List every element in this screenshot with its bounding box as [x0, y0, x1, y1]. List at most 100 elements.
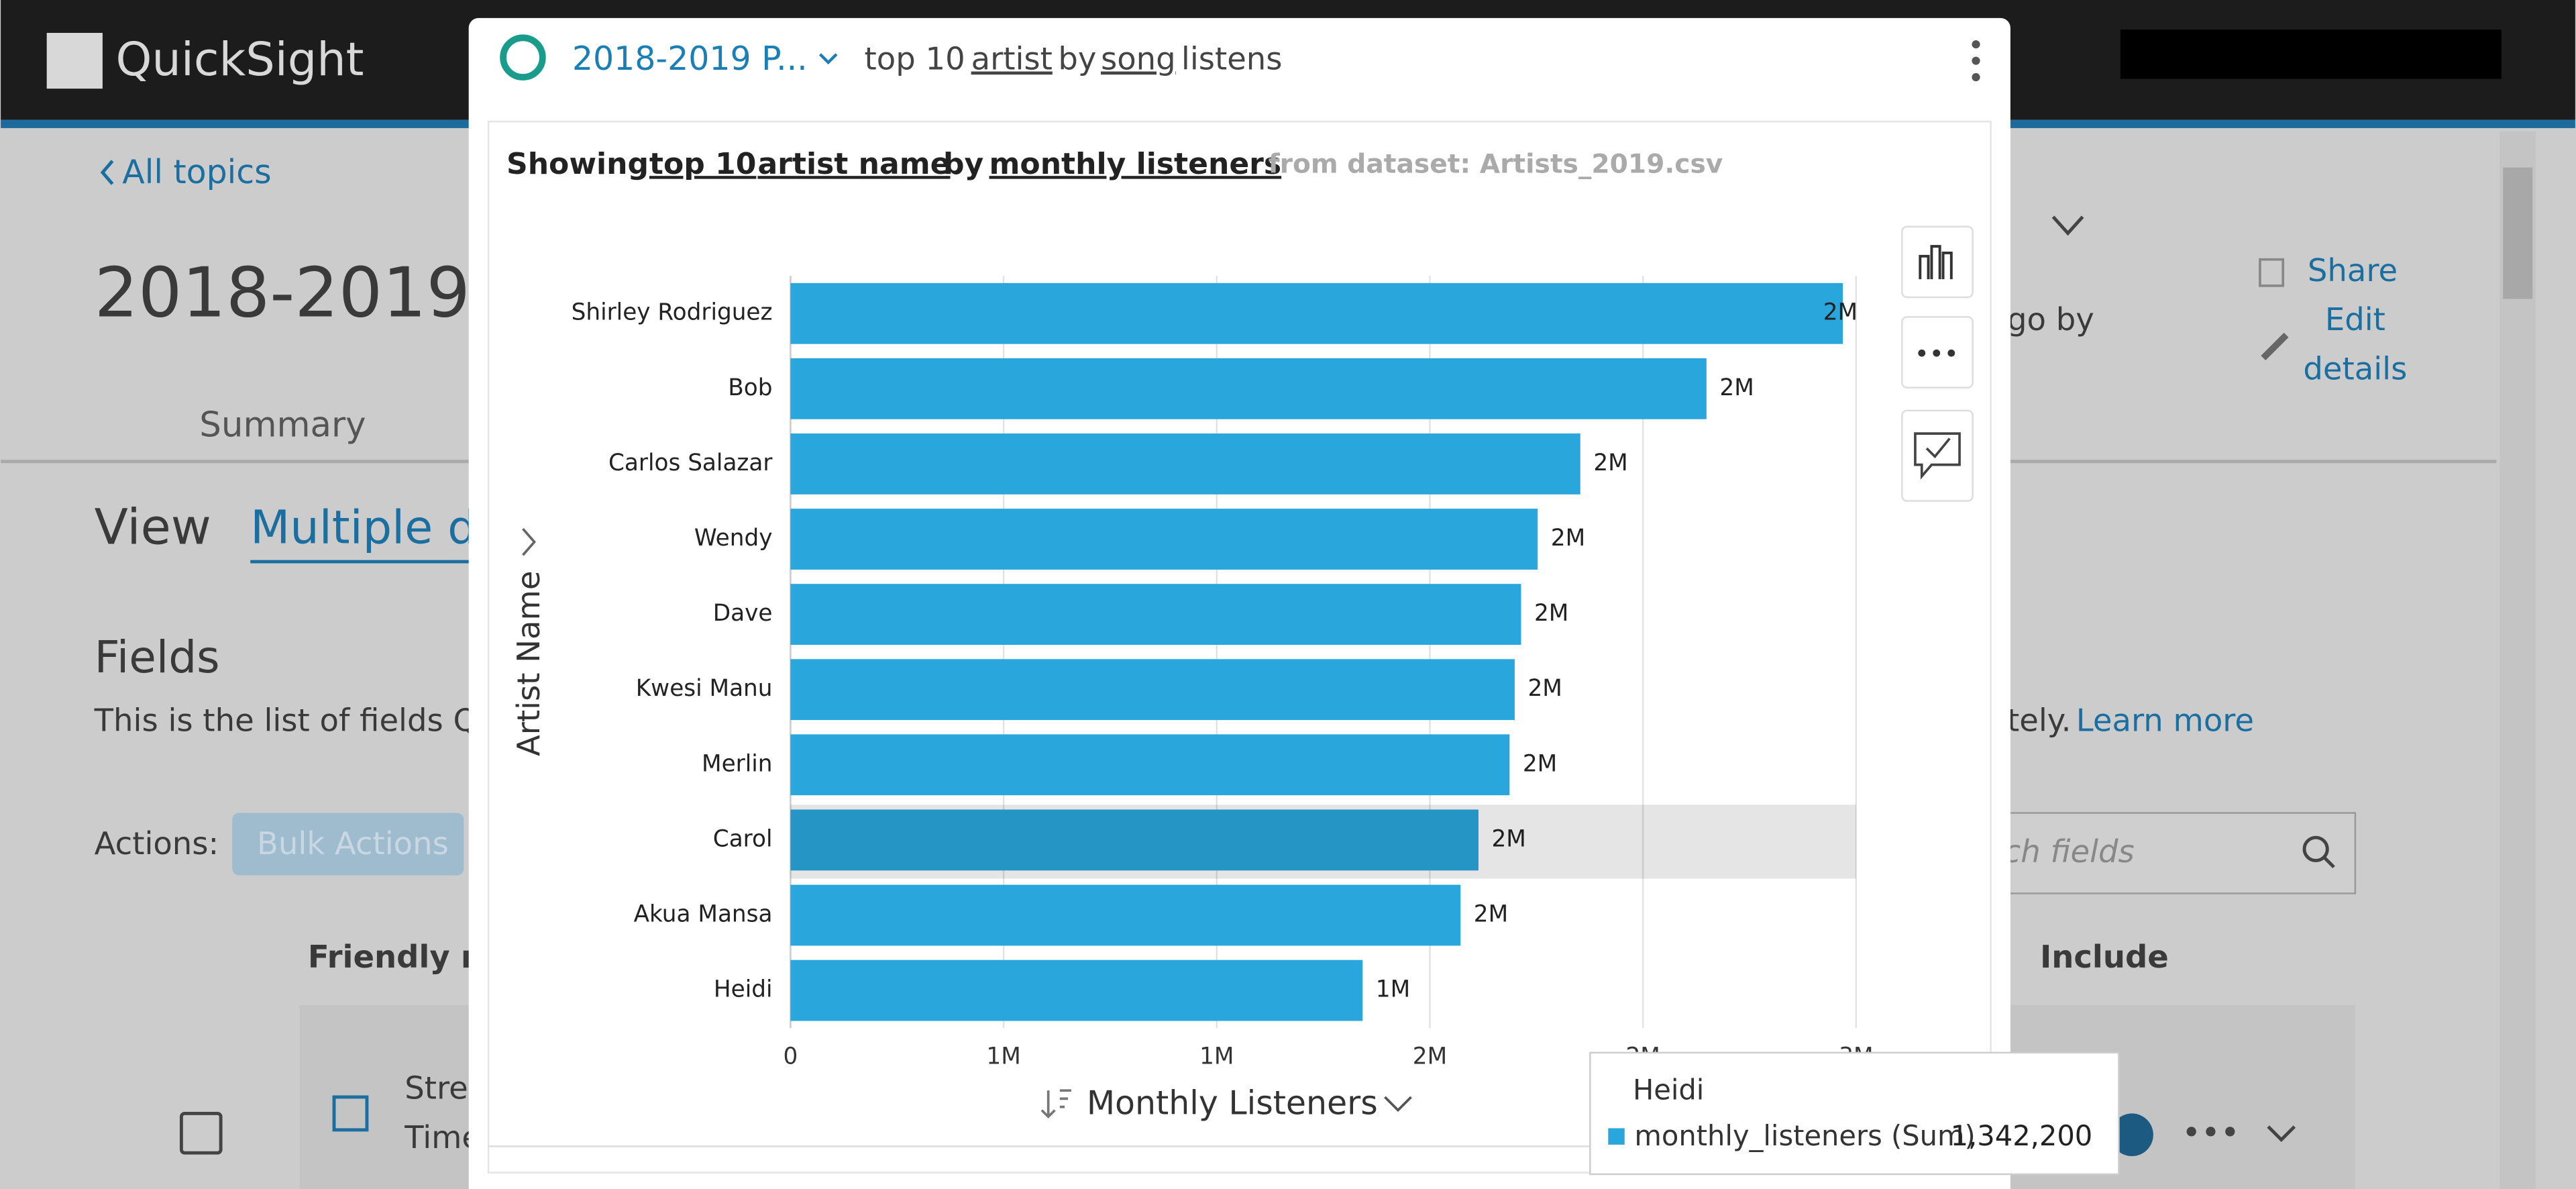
sort-icon[interactable]: [1040, 1089, 1071, 1119]
header-chevron[interactable]: [2051, 215, 2084, 236]
tooltip-value: 1,342,200: [1951, 1119, 2093, 1152]
question[interactable]: top 10 artist by song listens: [865, 40, 1283, 76]
value-label: 2M: [1534, 600, 1568, 627]
fields-description-end: tely.: [2007, 702, 2071, 738]
bar: [790, 509, 1538, 570]
tab[interactable]: Summary: [199, 405, 366, 445]
x-tick-label: 2M: [1413, 1043, 1447, 1070]
row-checkbox[interactable]: [179, 1111, 223, 1155]
y-tick-label: Wendy: [694, 525, 773, 552]
fields-title: Fields: [95, 631, 220, 683]
fields-description: This is the list of fields Q: [94, 702, 478, 738]
question-word: artist: [971, 40, 1053, 76]
bar: [790, 884, 1461, 946]
x-axis-chevron[interactable]: [1384, 1096, 1412, 1113]
y-tick-label: Akua Mansa: [634, 900, 773, 927]
search-icon: [2322, 856, 2335, 869]
y-tick-label: Carol: [713, 825, 773, 852]
value-label: 2M: [1523, 750, 1557, 777]
share-link[interactable]: Share: [2308, 252, 2398, 289]
row-menu[interactable]: •••: [2182, 1114, 2240, 1152]
bulk-actions-button[interactable]: [232, 813, 464, 876]
topic-chevron[interactable]: [818, 53, 838, 65]
share-icon: [2259, 258, 2285, 287]
feedback-button[interactable]: [1901, 409, 1974, 502]
bar: [790, 960, 1363, 1021]
answer-word: top 10: [649, 147, 756, 181]
search-placeholder: rch fields: [1991, 833, 2135, 870]
x-axis-title[interactable]: Monthly Listeners: [1087, 1084, 1378, 1123]
x-tick-label: 1M: [1199, 1043, 1234, 1070]
answer-word: by: [943, 147, 983, 181]
edit-icon: [2261, 332, 2289, 361]
question-word: top 10: [865, 40, 965, 76]
x-tick-label: 0: [784, 1043, 798, 1070]
y-tick-label: Merlin: [702, 750, 772, 777]
modal-menu[interactable]: [1972, 40, 1980, 82]
edit-link[interactable]: details: [2303, 351, 2407, 387]
question-word: by: [1058, 40, 1096, 76]
app-name: QuickSight: [115, 33, 364, 87]
axis-expand[interactable]: [522, 527, 537, 556]
answer-word: artist name: [757, 147, 950, 181]
row-expand[interactable]: [2267, 1125, 2296, 1143]
description-fragment: go by: [2007, 301, 2094, 338]
q-icon: [500, 34, 546, 81]
bar: [790, 584, 1521, 645]
value-label: 2M: [1823, 299, 1858, 326]
value-label: 1M: [1376, 976, 1410, 1003]
date-icon: [332, 1095, 369, 1132]
chart-type-icon: [1919, 245, 1953, 280]
more-icon: [1918, 349, 1955, 357]
y-tick-label: Carlos Salazar: [608, 450, 773, 476]
logo: [46, 32, 103, 89]
view-label: View: [95, 499, 211, 556]
view-select[interactable]: Multiple d: [250, 501, 476, 555]
scrollbar: [2500, 131, 2536, 1189]
field-name: Time: [404, 1119, 481, 1155]
topic-title: 2018-2019 F: [95, 253, 532, 333]
value-label: 2M: [1491, 825, 1525, 852]
answer-word: Showing: [506, 147, 649, 181]
bulk-actions-label: Bulk Actions: [257, 825, 449, 862]
feedback-icon: [1914, 432, 1961, 480]
bar: [790, 809, 1479, 871]
value-label: 2M: [1527, 675, 1562, 702]
column-header: Include: [2040, 939, 2169, 975]
search-icon: [2302, 835, 2329, 862]
account-redacted: [2120, 30, 2502, 79]
edit-link[interactable]: Edit: [2325, 301, 2385, 338]
topic-selector[interactable]: 2018-2019 P...: [572, 40, 808, 78]
search-box[interactable]: [1970, 812, 2357, 894]
learn-more[interactable]: Learn more: [2076, 702, 2254, 738]
tooltip-swatch: [1608, 1128, 1625, 1145]
bar: [790, 282, 1843, 344]
tooltip-title: Heidi: [1633, 1074, 1704, 1106]
side-tools: [1901, 225, 1974, 502]
y-tick-label: Shirley Rodriguez: [572, 299, 773, 326]
scroll-thumb[interactable]: [2503, 167, 2533, 299]
value-label: 2M: [1551, 525, 1585, 552]
hover-band: [790, 805, 1856, 879]
bar: [790, 659, 1515, 721]
question-word: listens: [1181, 40, 1283, 76]
value-label: 2M: [1719, 374, 1754, 401]
value-label: 2M: [1593, 450, 1627, 476]
chart-type-button[interactable]: [1901, 225, 1974, 299]
plot: 01M1M2M2M3MShirley Rodriguez2MBob2MCarlo…: [572, 276, 1874, 1070]
y-tick-label: Dave: [713, 600, 773, 627]
bar: [790, 358, 1707, 419]
include-check[interactable]: [2110, 1113, 2153, 1157]
tooltip: [1589, 1051, 2120, 1176]
answer-summary: Showing top 10 artist name by monthly li…: [506, 147, 1281, 181]
value-label: 2M: [1474, 900, 1508, 927]
answer-word: monthly listeners: [989, 147, 1282, 181]
back-link[interactable]: All topics: [122, 153, 271, 191]
answer-source: from dataset: Artists_2019.csv: [1269, 150, 1723, 180]
question-word: song: [1101, 40, 1176, 76]
tooltip-series: monthly_listeners (Sum): [1634, 1119, 1975, 1152]
x-tick-label: 1M: [986, 1043, 1020, 1070]
bar: [790, 433, 1580, 495]
back-chevron: [100, 160, 114, 185]
